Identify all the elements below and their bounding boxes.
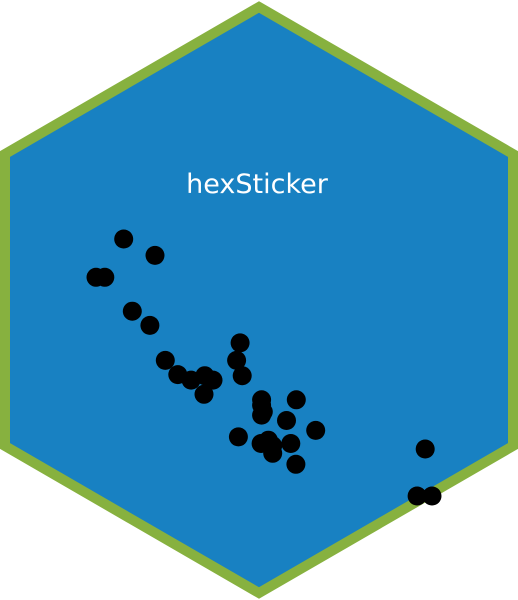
package-name-label: hexSticker bbox=[186, 169, 329, 200]
scatter-point bbox=[227, 350, 247, 370]
scatter-point bbox=[232, 366, 252, 386]
scatter-point bbox=[306, 420, 326, 440]
scatter-point bbox=[168, 365, 188, 385]
scatter-point bbox=[230, 333, 250, 353]
scatter-point bbox=[281, 434, 301, 453]
scatter-point bbox=[422, 486, 442, 506]
scatter-point bbox=[155, 350, 175, 370]
scatter-point bbox=[277, 411, 296, 430]
scatter-point bbox=[140, 315, 160, 335]
scatter-point bbox=[263, 436, 283, 456]
scatter-point bbox=[252, 405, 272, 425]
scatter-point bbox=[252, 390, 272, 410]
scatter-point bbox=[286, 390, 306, 410]
scatter-point bbox=[114, 229, 134, 249]
scatter-point bbox=[195, 366, 215, 386]
scatter-point bbox=[407, 486, 427, 506]
scatter-point bbox=[415, 439, 435, 459]
scatter-point bbox=[86, 267, 106, 287]
scatter-point bbox=[286, 454, 306, 474]
scatter-point bbox=[145, 245, 165, 265]
scatter-point bbox=[194, 384, 214, 404]
scatter-point bbox=[228, 427, 248, 447]
scatter-plot bbox=[86, 229, 442, 506]
scatter-point bbox=[122, 301, 142, 321]
